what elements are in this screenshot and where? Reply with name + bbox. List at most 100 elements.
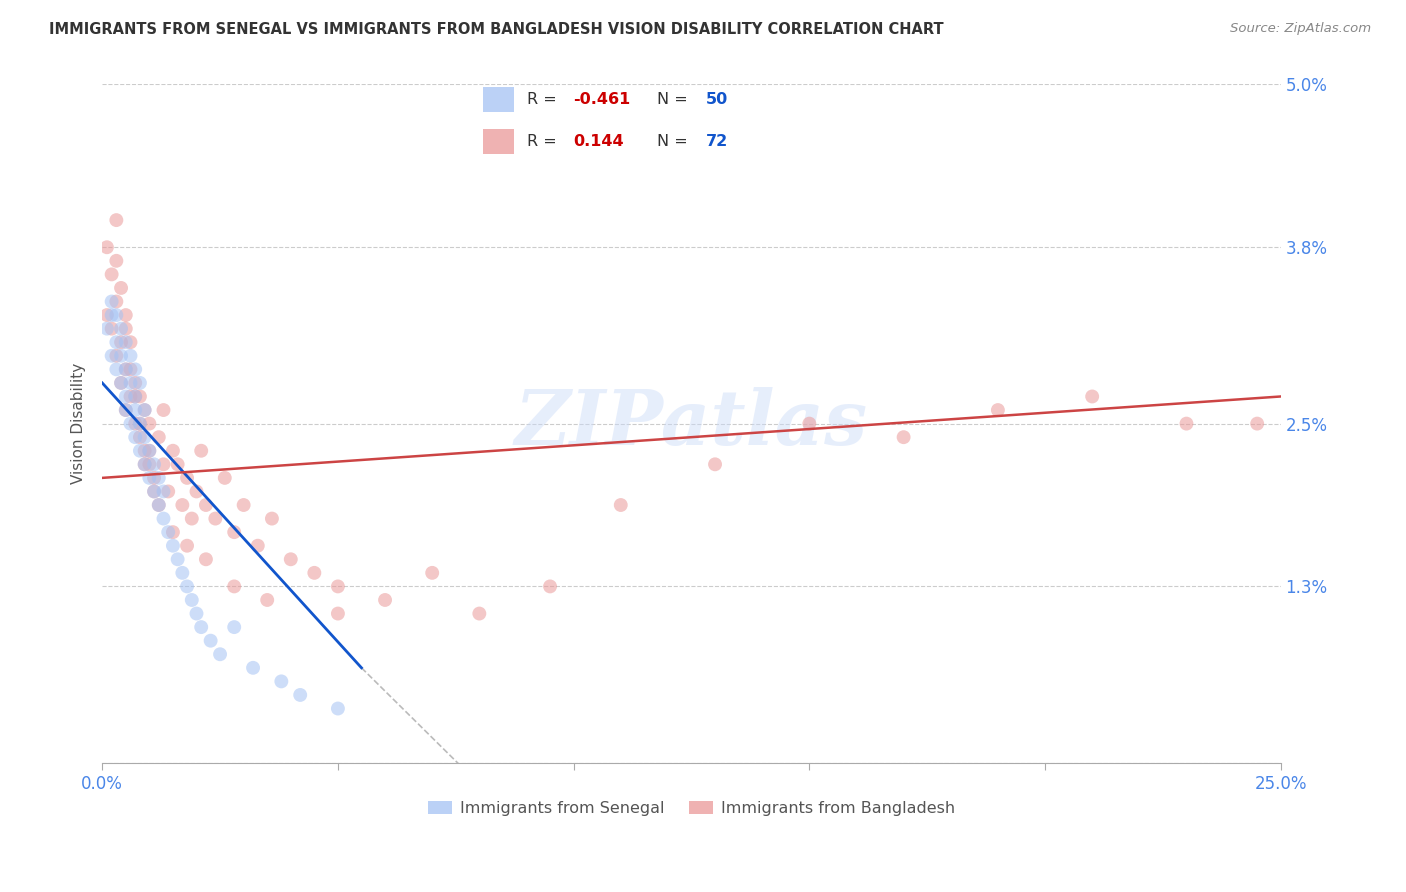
Point [420,566,443,580]
Point [134,458,156,472]
Point [162,525,184,540]
Text: 0.144: 0.144 [574,135,624,149]
Point [100,294,122,309]
Point [180,593,202,607]
Text: ZIPatlas: ZIPatlas [515,386,868,460]
Point [100,349,122,363]
Point [194,498,217,512]
Point [110,321,132,335]
Point [1246,417,1268,431]
Text: 72: 72 [706,135,728,149]
Point [893,430,915,444]
Point [468,607,491,621]
Point [1175,417,1198,431]
Point [96,308,118,322]
Point [124,389,146,403]
Point [100,308,122,322]
Point [114,403,136,417]
Point [129,376,152,390]
Text: IMMIGRANTS FROM SENEGAL VS IMMIGRANTS FROM BANGLADESH VISION DISABILITY CORRELAT: IMMIGRANTS FROM SENEGAL VS IMMIGRANTS FR… [49,22,943,37]
Point [224,579,246,593]
Point [190,443,212,458]
Point [110,376,132,390]
Point [134,403,156,417]
Legend: Immigrants from Senegal, Immigrants from Bangladesh: Immigrants from Senegal, Immigrants from… [422,795,962,822]
Point [105,362,128,376]
Text: N =: N = [657,92,693,106]
Point [120,417,142,431]
Text: Source: ZipAtlas.com: Source: ZipAtlas.com [1230,22,1371,36]
Text: R =: R = [527,135,567,149]
Point [152,458,174,472]
Point [120,335,142,350]
Point [114,321,136,335]
Point [224,620,246,634]
Point [186,484,208,499]
Point [120,389,142,403]
Point [134,430,156,444]
Point [180,511,202,525]
Point [152,403,174,417]
Point [176,579,198,593]
Point [256,593,278,607]
Point [166,458,188,472]
Point [100,268,122,282]
Point [114,389,136,403]
Point [148,471,170,485]
Point [799,417,821,431]
Point [290,688,312,702]
Point [100,321,122,335]
Point [96,321,118,335]
Point [176,539,198,553]
Point [114,362,136,376]
Point [280,552,302,566]
Point [374,593,396,607]
Point [124,417,146,431]
Point [124,403,146,417]
Text: 50: 50 [706,92,728,106]
Point [134,458,156,472]
Bar [484,129,515,154]
Point [105,335,128,350]
Point [326,579,349,593]
Point [96,240,118,254]
Point [610,498,633,512]
Point [124,389,146,403]
Point [209,647,232,661]
Point [190,620,212,634]
Text: R =: R = [527,92,561,106]
Text: -0.461: -0.461 [574,92,630,106]
Point [129,389,152,403]
Point [143,458,166,472]
Point [114,403,136,417]
Point [214,471,236,485]
Point [172,566,194,580]
Point [143,484,166,499]
Point [224,525,246,540]
Point [148,498,170,512]
Point [326,607,349,621]
Point [105,349,128,363]
Point [143,471,166,485]
Point [260,511,283,525]
Point [148,498,170,512]
Point [110,335,132,350]
Point [138,443,160,458]
Point [138,443,160,458]
Point [124,376,146,390]
Point [138,417,160,431]
Point [987,403,1010,417]
Point [304,566,326,580]
Point [172,498,194,512]
Point [129,417,152,431]
Point [162,443,184,458]
Bar [484,87,515,112]
Point [105,308,128,322]
Point [105,253,128,268]
Point [110,376,132,390]
Point [326,701,349,715]
Point [152,511,174,525]
Point [148,430,170,444]
Point [157,484,180,499]
Point [200,633,222,648]
